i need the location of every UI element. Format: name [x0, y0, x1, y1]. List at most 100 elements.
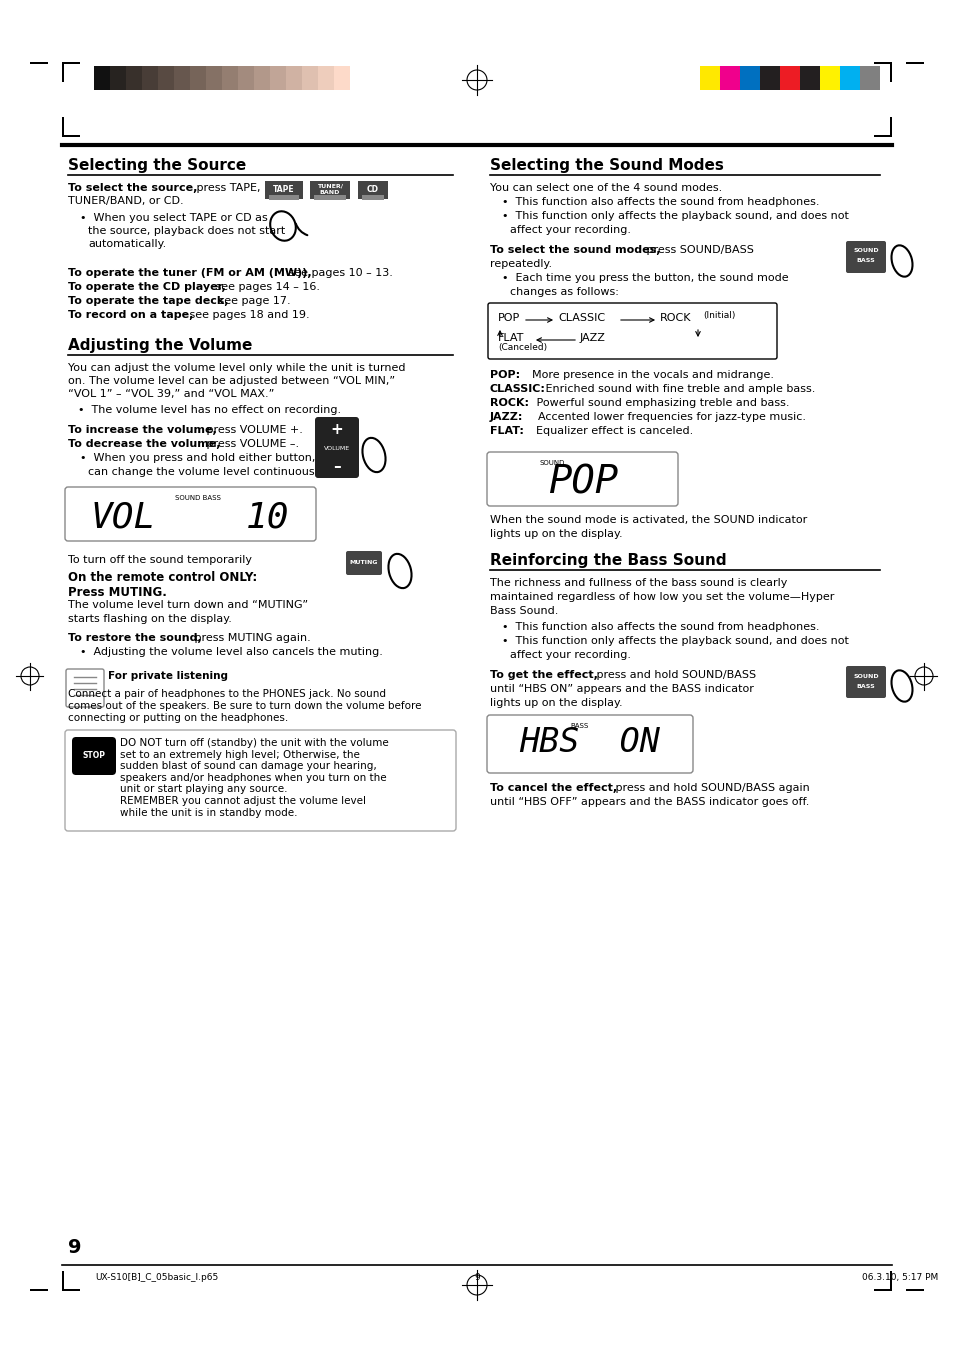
Text: To decrease the volume,: To decrease the volume,	[68, 438, 220, 449]
Text: starts flashing on the display.: starts flashing on the display.	[68, 614, 232, 624]
Bar	[310, 181, 350, 199]
Bar	[30, 62, 48, 64]
Text: The richness and fullness of the bass sound is clearly: The richness and fullness of the bass so…	[490, 578, 786, 589]
FancyBboxPatch shape	[66, 668, 104, 708]
Bar	[30, 1289, 48, 1291]
Text: BASS: BASS	[856, 683, 875, 689]
Bar	[317, 419, 355, 475]
Text: •  When you press and hold either button, you: • When you press and hold either button,…	[80, 453, 339, 463]
Bar	[62, 135, 80, 137]
Text: comes out of the speakers. Be sure to turn down the volume before: comes out of the speakers. Be sure to tu…	[68, 701, 421, 710]
Text: •  This function only affects the playback sound, and does not: • This function only affects the playbac…	[501, 636, 848, 645]
Bar	[94, 66, 110, 91]
Bar	[269, 195, 298, 200]
Text: To restore the sound,: To restore the sound,	[68, 633, 201, 643]
Text: •  This function also affects the sound from headphones.: • This function also affects the sound f…	[501, 622, 819, 632]
FancyBboxPatch shape	[486, 714, 692, 773]
Bar	[126, 66, 142, 91]
Text: CLASSIC: CLASSIC	[558, 313, 604, 323]
Text: To operate the tuner (FM or AM (MW)),: To operate the tuner (FM or AM (MW)),	[68, 268, 312, 277]
Bar	[62, 1289, 80, 1291]
Text: 10: 10	[246, 501, 290, 534]
Text: JAZZ: JAZZ	[579, 333, 605, 344]
Bar	[286, 66, 302, 91]
Bar	[840, 66, 859, 91]
Text: When the sound mode is activated, the SOUND indicator: When the sound mode is activated, the SO…	[490, 515, 806, 525]
Bar	[361, 195, 384, 200]
Text: “VOL 1” – “VOL 39,” and “VOL MAX.”: “VOL 1” – “VOL 39,” and “VOL MAX.”	[68, 390, 274, 399]
Text: STOP: STOP	[82, 751, 106, 760]
Text: see pages 14 – 16.: see pages 14 – 16.	[212, 281, 319, 292]
Text: can change the volume level continuously.: can change the volume level continuously…	[88, 467, 326, 478]
Bar	[820, 66, 840, 91]
Text: To turn off the sound temporarily: To turn off the sound temporarily	[68, 555, 252, 566]
Bar	[357, 181, 388, 199]
Text: CLASSIC:: CLASSIC:	[490, 384, 545, 394]
Text: see pages 18 and 19.: see pages 18 and 19.	[186, 310, 310, 321]
FancyBboxPatch shape	[65, 731, 456, 831]
Text: –: –	[333, 459, 340, 474]
Text: You can adjust the volume level only while the unit is turned: You can adjust the volume level only whi…	[68, 363, 405, 373]
Text: POP: POP	[547, 463, 618, 501]
Text: The volume level turn down and “MUTING”: The volume level turn down and “MUTING”	[68, 599, 308, 610]
Text: press and hold SOUND/BASS: press and hold SOUND/BASS	[593, 670, 756, 681]
Bar	[873, 1289, 891, 1291]
Bar	[265, 181, 303, 199]
Text: (Canceled): (Canceled)	[497, 344, 547, 352]
Bar	[158, 66, 173, 91]
Bar	[206, 66, 222, 91]
Bar	[317, 66, 334, 91]
Text: On the remote control ONLY:: On the remote control ONLY:	[68, 571, 257, 584]
Bar	[800, 66, 820, 91]
Text: until “HBS OFF” appears and the BASS indicator goes off.: until “HBS OFF” appears and the BASS ind…	[490, 797, 808, 806]
Bar	[720, 66, 740, 91]
Text: TAPE: TAPE	[273, 184, 294, 193]
Text: Connect a pair of headphones to the PHONES jack. No sound: Connect a pair of headphones to the PHON…	[68, 689, 386, 700]
Text: press and hold SOUND/BASS again: press and hold SOUND/BASS again	[612, 783, 809, 793]
Text: 06.3.10, 5:17 PM: 06.3.10, 5:17 PM	[862, 1273, 937, 1283]
Text: the source, playback does not start: the source, playback does not start	[88, 226, 285, 235]
Bar	[62, 116, 64, 137]
FancyBboxPatch shape	[845, 241, 885, 273]
Bar	[62, 1270, 64, 1291]
Text: Selecting the Source: Selecting the Source	[68, 158, 246, 173]
Bar	[780, 66, 800, 91]
Text: repeatedly.: repeatedly.	[490, 258, 552, 269]
Text: ROCK:: ROCK:	[490, 398, 529, 409]
Text: To record on a tape,: To record on a tape,	[68, 310, 193, 321]
Bar	[314, 195, 346, 200]
Text: BASS: BASS	[569, 723, 588, 729]
Text: To select the source,: To select the source,	[68, 183, 197, 193]
Bar	[889, 1270, 891, 1291]
Text: SOUND BASS: SOUND BASS	[175, 495, 221, 501]
Text: until “HBS ON” appears and the BASS indicator: until “HBS ON” appears and the BASS indi…	[490, 685, 753, 694]
Text: POP: POP	[497, 313, 519, 323]
Bar	[253, 66, 270, 91]
Text: To cancel the effect,: To cancel the effect,	[490, 783, 617, 793]
FancyBboxPatch shape	[486, 452, 678, 506]
Text: FLAT:: FLAT:	[490, 426, 523, 436]
Bar	[142, 66, 158, 91]
Text: SOUND: SOUND	[852, 249, 878, 253]
Text: see page 17.: see page 17.	[214, 296, 291, 306]
Text: •  Each time you press the button, the sound mode: • Each time you press the button, the so…	[501, 273, 788, 283]
FancyBboxPatch shape	[845, 666, 885, 698]
FancyBboxPatch shape	[314, 417, 358, 478]
Bar	[905, 1289, 923, 1291]
Text: changes as follows:: changes as follows:	[510, 287, 618, 298]
Text: Powerful sound emphasizing treble and bass.: Powerful sound emphasizing treble and ba…	[525, 398, 789, 409]
Text: affect your recording.: affect your recording.	[510, 225, 630, 235]
Text: To operate the CD player,: To operate the CD player,	[68, 281, 226, 292]
FancyBboxPatch shape	[488, 303, 776, 359]
Bar	[873, 62, 891, 64]
Text: For private listening: For private listening	[108, 671, 228, 681]
Text: connecting or putting on the headphones.: connecting or putting on the headphones.	[68, 713, 288, 723]
Bar	[237, 66, 253, 91]
Text: Adjusting the Volume: Adjusting the Volume	[68, 338, 253, 353]
Text: •  This function only affects the playback sound, and does not: • This function only affects the playbac…	[501, 211, 848, 221]
Text: Reinforcing the Bass Sound: Reinforcing the Bass Sound	[490, 553, 726, 568]
Text: press VOLUME +.: press VOLUME +.	[203, 425, 302, 436]
Text: SOUND: SOUND	[539, 460, 565, 465]
Text: FLAT: FLAT	[497, 333, 524, 344]
Text: BAND: BAND	[319, 189, 340, 195]
